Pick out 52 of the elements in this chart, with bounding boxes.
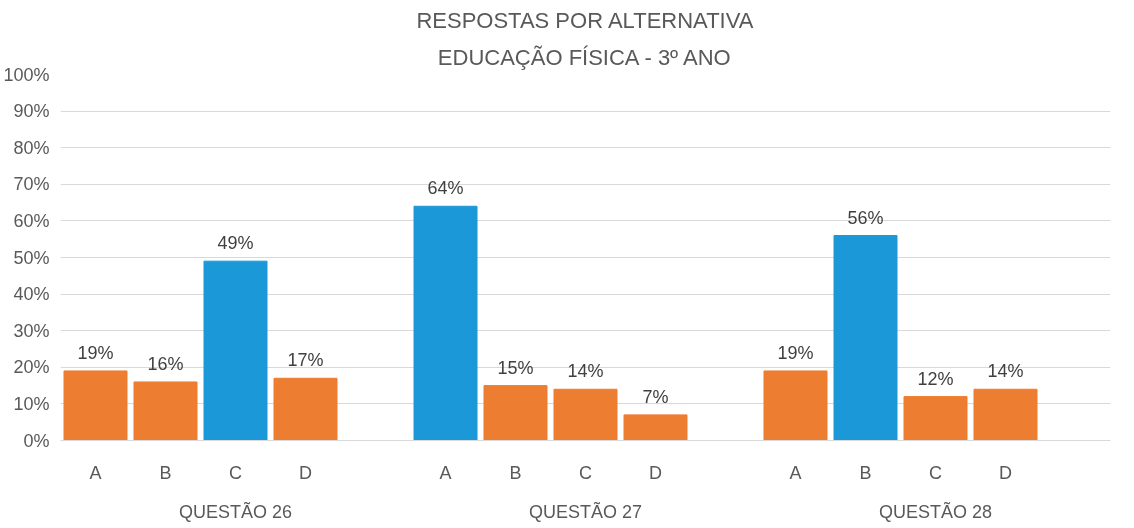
chart-title: RESPOSTAS POR ALTERNATIVA [416, 7, 754, 33]
data-label: 49% [217, 233, 254, 254]
bar [903, 396, 968, 441]
data-label: 56% [847, 207, 884, 228]
data-label: 19% [777, 342, 814, 363]
x-tick-label: A [439, 462, 452, 483]
y-tick-label: 70% [13, 174, 50, 195]
y-tick-label: 80% [13, 137, 50, 158]
x-tick-label: C [929, 462, 942, 483]
bar [973, 388, 1038, 441]
text: QUESTÃO 28 [878, 500, 993, 522]
bar [63, 370, 128, 441]
text: QUESTÃO 26 [178, 500, 293, 522]
data-label: 7% [642, 386, 669, 407]
x-tick-label: B [159, 462, 172, 483]
y-tick-label: 100% [3, 64, 50, 85]
data-label: 16% [147, 353, 184, 374]
y-tick-label: 50% [13, 247, 50, 268]
bar [483, 385, 548, 441]
y-tick-label: 30% [13, 320, 50, 341]
bar [133, 381, 198, 441]
x-tick-label: B [509, 462, 522, 483]
bar [623, 414, 688, 441]
x-tick-label: C [229, 462, 242, 483]
y-tick-label: 90% [13, 101, 50, 122]
chart-subtitle: EDUCAÇÃO FÍSICA - 3º ANO [437, 44, 731, 70]
text: QUESTÃO 27 [528, 500, 643, 522]
y-tick-label: 60% [13, 210, 50, 231]
y-tick-label: 10% [13, 393, 50, 414]
data-label: 14% [567, 361, 604, 382]
data-label: 17% [287, 350, 324, 371]
bar [833, 235, 898, 441]
x-tick-label: D [999, 462, 1012, 483]
y-tick-label: 0% [23, 430, 50, 451]
bar [413, 205, 478, 441]
x-tick-label: B [859, 462, 872, 483]
data-label: 14% [987, 361, 1024, 382]
y-tick-label: 20% [13, 357, 50, 378]
x-tick-label: C [579, 462, 592, 483]
data-label: 64% [427, 178, 464, 199]
bar [763, 370, 828, 441]
data-label: 15% [497, 357, 534, 378]
y-tick-label: 40% [13, 284, 50, 305]
x-tick-label: D [299, 462, 312, 483]
bar [203, 260, 268, 441]
x-tick-label: A [89, 462, 102, 483]
x-tick-label: D [649, 462, 662, 483]
x-tick-label: A [789, 462, 802, 483]
data-label: 12% [917, 368, 954, 389]
data-label: 19% [77, 342, 114, 363]
bar [273, 377, 338, 441]
bar [553, 388, 618, 441]
